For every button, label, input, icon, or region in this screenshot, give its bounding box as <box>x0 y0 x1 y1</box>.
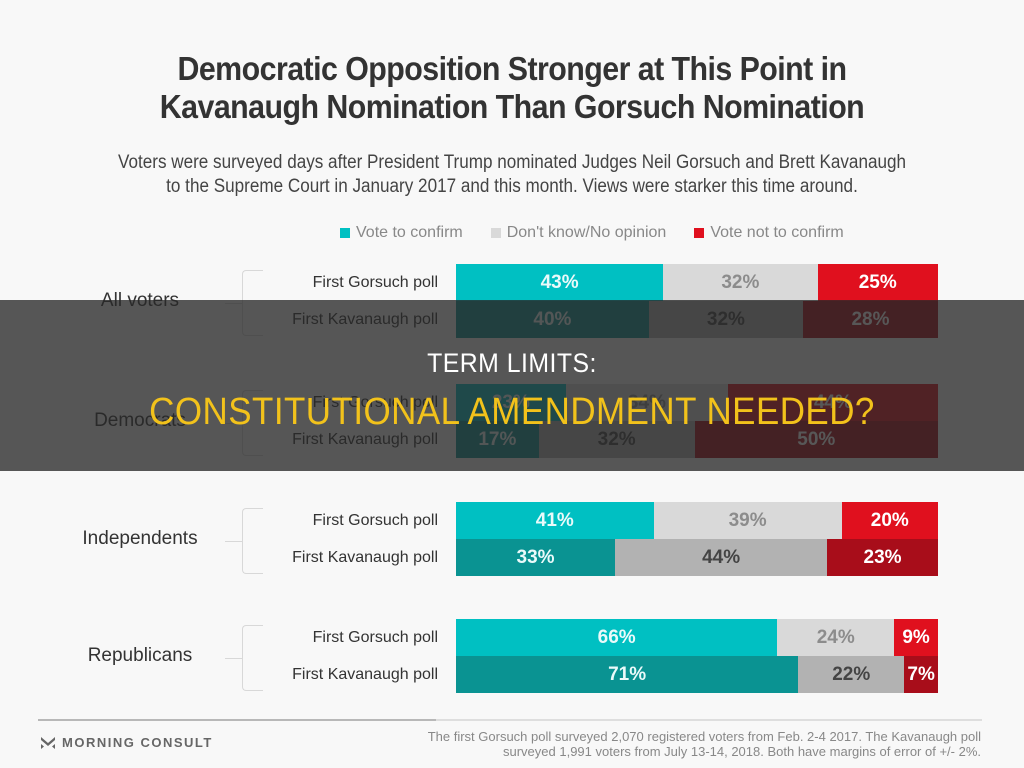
legend-item-unsure: Don't know/No opinion <box>490 224 667 242</box>
legend-label-not-confirm: Vote not to confirm <box>710 224 844 241</box>
bar-segment-unsure: 44% <box>615 539 828 576</box>
row-label: First Kavanaugh poll <box>292 666 438 683</box>
legend-item-confirm: Vote to confirm <box>340 224 463 242</box>
stacked-bar: 43% 32% 25% <box>456 264 938 301</box>
bar-segment-confirm: 33% <box>456 539 616 576</box>
brand-logo: MORNING CONSULT <box>40 735 213 750</box>
row-label: First Kavanaugh poll <box>292 549 438 566</box>
stacked-bar: 33% 44% 23% <box>456 539 938 576</box>
group-label: Republicans <box>87 645 193 666</box>
chart-subtitle: Voters were surveyed days after Presiden… <box>51 151 973 199</box>
group-bracket <box>225 625 263 691</box>
stacked-bar: 71% 22% 7% <box>456 656 938 693</box>
headline-overlay-band <box>0 300 1024 471</box>
source-footnote: The first Gorsuch poll surveyed 2,070 re… <box>421 729 981 759</box>
bar-segment-confirm: 71% <box>456 656 799 693</box>
legend-swatch-unsure <box>490 228 501 238</box>
bar-segment-no: 7% <box>904 656 938 693</box>
legend-item-not-confirm: Vote not to confirm <box>694 224 844 242</box>
bar-segment-no: 25% <box>817 264 938 301</box>
row-label: First Gorsuch poll <box>312 274 438 291</box>
footer-divider-right <box>436 719 982 721</box>
stacked-bar: 41% 39% 20% <box>456 502 939 539</box>
chart-subtitle-line-2: to the Supreme Court in January 2017 and… <box>166 176 858 197</box>
bar-segment-confirm: 66% <box>456 619 778 656</box>
chart-legend: Vote to confirm Don't know/No opinion Vo… <box>340 222 844 244</box>
overlay-headline-line-1: TERM LIMITS: <box>427 348 597 378</box>
chart-subtitle-line-1: Voters were surveyed days after Presiden… <box>118 152 906 173</box>
group-label: Independents <box>82 528 198 549</box>
legend-swatch-not-confirm <box>694 228 705 238</box>
morning-consult-chevron-icon <box>41 737 55 749</box>
legend-label-unsure: Don't know/No opinion <box>506 224 667 241</box>
chart-title: Democratic Opposition Stronger at This P… <box>41 50 983 126</box>
bar-segment-confirm: 41% <box>456 502 654 539</box>
overlay-headline-line-2: CONSTITUTIONAL AMENDMENT NEEDED? <box>149 391 875 433</box>
bar-segment-unsure: 32% <box>663 264 818 301</box>
footnote-line-2: surveyed 1,991 voters from July 13-14, 2… <box>503 744 981 759</box>
row-label: First Gorsuch poll <box>312 629 438 646</box>
legend-label-confirm: Vote to confirm <box>356 224 463 241</box>
chart-title-line-2: Kavanaugh Nomination Than Gorsuch Nomina… <box>159 88 865 125</box>
bar-segment-no: 20% <box>841 502 939 539</box>
bar-segment-no: 23% <box>827 539 938 576</box>
legend-swatch-confirm <box>340 228 350 238</box>
chart-title-line-1: Democratic Opposition Stronger at This P… <box>177 50 847 87</box>
group-bracket <box>225 508 263 574</box>
brand-name: MORNING CONSULT <box>62 735 213 750</box>
bar-segment-confirm: 43% <box>456 264 664 301</box>
bar-segment-no: 9% <box>894 619 938 656</box>
footnote-line-1: The first Gorsuch poll surveyed 2,070 re… <box>427 729 981 744</box>
row-label: First Gorsuch poll <box>312 512 438 529</box>
bar-segment-unsure: 39% <box>653 502 842 539</box>
bar-segment-unsure: 24% <box>777 619 895 656</box>
bar-segment-unsure: 22% <box>798 656 905 693</box>
stacked-bar: 66% 24% 9% <box>456 619 938 656</box>
